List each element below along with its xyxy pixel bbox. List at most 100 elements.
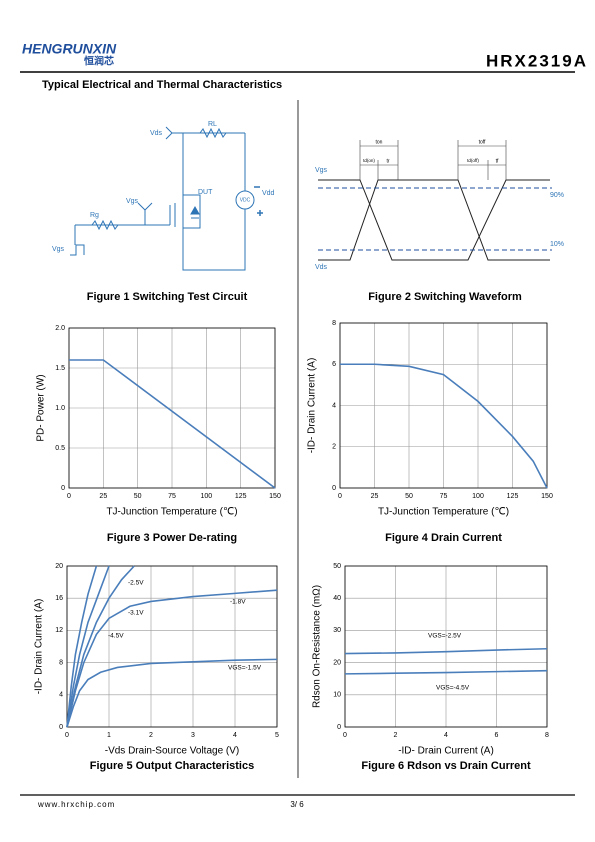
x-axis-label: TJ-Junction Temperature (℃) xyxy=(106,507,237,518)
x-tick-label: 1 xyxy=(107,732,111,739)
x-tick-label: 2 xyxy=(394,732,398,739)
circuit-label: Vgs xyxy=(52,246,65,253)
y-tick-label: 16 xyxy=(55,595,63,602)
plot-frame xyxy=(66,565,278,728)
series-label: -1.8V xyxy=(230,599,246,606)
series-label: -4.5V xyxy=(108,633,124,640)
x-tick-label: 25 xyxy=(99,493,107,500)
wave-label: tr xyxy=(386,158,389,164)
y-tick-label: 0 xyxy=(332,485,336,492)
y-tick-label: 0.5 xyxy=(55,445,65,452)
y-axis-label: PD- Power (W) xyxy=(36,374,47,441)
series-label: VGS=-4.5V xyxy=(436,685,470,692)
y-tick-label: 30 xyxy=(333,627,341,634)
series-line xyxy=(66,565,110,728)
x-tick-label: 125 xyxy=(235,493,247,500)
y-tick-label: 1.5 xyxy=(55,365,65,372)
wave-label: toff xyxy=(479,139,486,145)
series-line xyxy=(66,565,135,728)
figure-caption: Figure 1 Switching Test Circuit xyxy=(87,291,248,303)
series-line xyxy=(344,669,548,675)
y-axis-label: -ID- Drain Current (A) xyxy=(34,599,45,695)
y-tick-label: 2 xyxy=(332,444,336,451)
x-tick-label: 8 xyxy=(545,732,549,739)
series-line xyxy=(66,589,278,728)
x-tick-label: 25 xyxy=(371,493,379,500)
figure-caption: Figure 4 Drain Current xyxy=(385,532,502,544)
y-tick-label: 4 xyxy=(59,692,63,699)
footer-url: www.hrxchip.com xyxy=(37,800,115,809)
y-tick-label: 8 xyxy=(332,320,336,327)
y-tick-label: 40 xyxy=(333,595,341,602)
x-axis-label: -ID- Drain Current (A) xyxy=(398,746,494,757)
y-tick-label: 2.0 xyxy=(55,325,65,332)
section-title: Typical Electrical and Thermal Character… xyxy=(42,79,282,91)
x-tick-label: 0 xyxy=(67,493,71,500)
x-tick-label: 50 xyxy=(405,493,413,500)
circuit-label: Rg xyxy=(90,212,99,219)
circuit-label: Vds xyxy=(150,130,163,137)
circuit-label: VDC xyxy=(240,197,251,203)
y-axis-label: -ID- Drain Current (A) xyxy=(307,358,318,454)
y-tick-label: 8 xyxy=(59,659,63,666)
series-label: -2.5V xyxy=(128,580,144,587)
x-tick-label: 5 xyxy=(275,732,279,739)
x-tick-label: 150 xyxy=(541,493,553,500)
x-tick-label: 2 xyxy=(149,732,153,739)
y-tick-label: 0 xyxy=(337,724,341,731)
part-number: HRX2319A xyxy=(486,51,588,70)
series-line xyxy=(340,363,548,489)
y-tick-label: 6 xyxy=(332,361,336,368)
y-tick-label: 20 xyxy=(55,563,63,570)
wave-label: tf xyxy=(496,158,499,164)
figure-caption: Figure 2 Switching Waveform xyxy=(368,291,522,303)
page-number: 3/ 6 xyxy=(290,800,304,809)
plot-frame xyxy=(68,327,276,489)
plot-frame xyxy=(344,565,548,728)
series-line xyxy=(66,658,278,728)
x-tick-label: 150 xyxy=(269,493,281,500)
y-tick-label: 4 xyxy=(332,402,336,409)
series-label: VGS=-2.5V xyxy=(428,633,462,640)
wave-label: 10% xyxy=(550,241,564,248)
x-tick-label: 125 xyxy=(507,493,519,500)
y-tick-label: 0 xyxy=(61,485,65,492)
x-tick-label: 0 xyxy=(343,732,347,739)
y-tick-label: 0 xyxy=(59,724,63,731)
wave-label: ton xyxy=(376,139,383,145)
circuit-label: RL xyxy=(208,121,217,128)
wave-label: Vgs xyxy=(315,167,328,174)
brand: HENGRUNXIN xyxy=(22,41,117,57)
y-tick-label: 1.0 xyxy=(55,405,65,412)
wave-label: Vds xyxy=(315,264,328,271)
x-tick-label: 75 xyxy=(440,493,448,500)
wave-label: td(on) xyxy=(363,158,375,163)
y-tick-label: 50 xyxy=(333,563,341,570)
wave-label: td(off) xyxy=(467,158,479,163)
x-axis-label: TJ-Junction Temperature (℃) xyxy=(378,507,509,518)
x-tick-label: 100 xyxy=(472,493,484,500)
y-tick-label: 20 xyxy=(333,659,341,666)
series-label: -3.1V xyxy=(128,610,144,617)
circuit-label: DUT xyxy=(198,189,213,196)
waveform xyxy=(318,140,552,261)
series-line xyxy=(344,647,548,655)
x-tick-label: 6 xyxy=(495,732,499,739)
x-tick-label: 3 xyxy=(191,732,195,739)
circuit xyxy=(70,126,263,271)
figure-caption: Figure 6 Rdson vs Drain Current xyxy=(361,760,531,772)
series-line xyxy=(69,359,276,489)
circuit-label: Vgs xyxy=(126,198,139,205)
circuit-label: Vdd xyxy=(262,190,275,197)
figure-caption: Figure 3 Power De-rating xyxy=(107,532,237,544)
plot-frame xyxy=(339,322,548,489)
x-axis-label: -Vds Drain-Source Voltage (V) xyxy=(105,746,240,757)
x-tick-label: 4 xyxy=(444,732,448,739)
y-tick-label: 10 xyxy=(333,692,341,699)
x-tick-label: 50 xyxy=(134,493,142,500)
series-label: VGS=-1.5V xyxy=(228,665,262,672)
x-tick-label: 0 xyxy=(338,493,342,500)
y-tick-label: 12 xyxy=(55,627,63,634)
brand-cn: 恒润芯 xyxy=(84,55,114,68)
